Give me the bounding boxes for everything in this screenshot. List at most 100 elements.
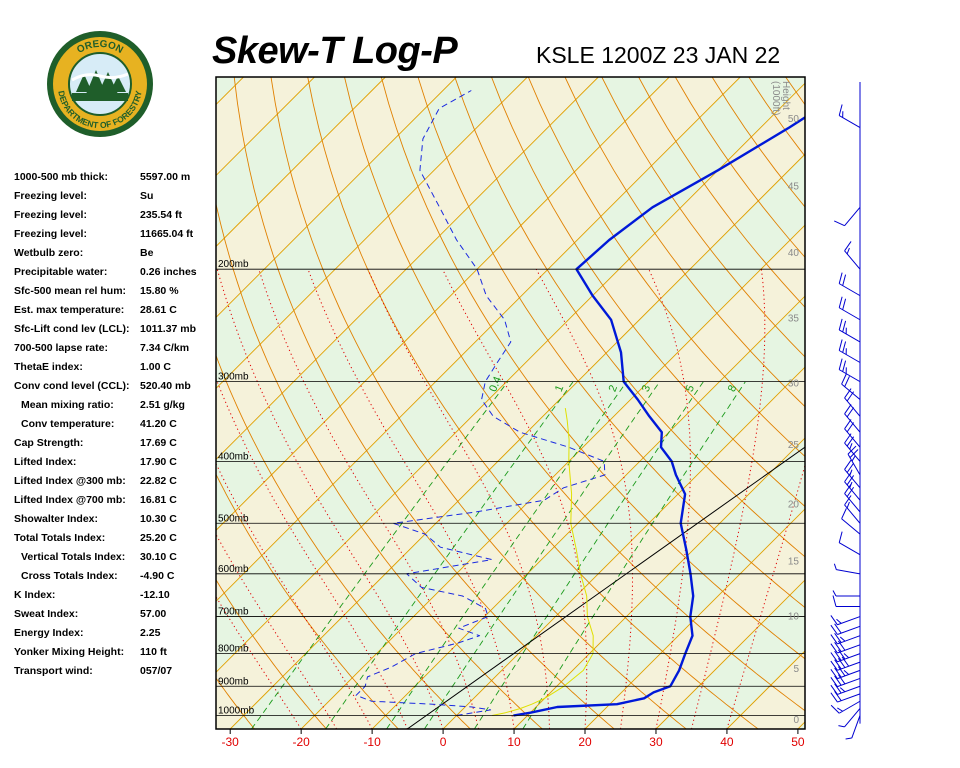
logo-top-text: OREGON xyxy=(75,39,125,56)
index-label: Transport wind: xyxy=(14,665,93,677)
wind-barb-feather xyxy=(842,360,847,372)
wind-barb-feather xyxy=(844,376,850,387)
height-tick-label: 20 xyxy=(788,500,800,511)
wind-barb-staff xyxy=(844,708,861,728)
index-value: 7.34 C/km xyxy=(140,342,190,354)
temperature-tick-label: -10 xyxy=(363,735,381,749)
svg-text:OREGON: OREGON xyxy=(75,39,125,56)
wind-barb-feather xyxy=(830,660,838,671)
index-value: 2.25 xyxy=(140,627,161,639)
mixing-ratio-label: 8 xyxy=(726,383,739,393)
index-label: 700-500 lapse rate: xyxy=(14,342,108,354)
wind-barb-feather xyxy=(849,469,853,476)
dry-adiabat-line xyxy=(601,77,805,358)
oregon-forestry-logo: OREGON DEPARTMENT OF FORESTRY xyxy=(46,30,154,138)
wind-barb xyxy=(832,595,860,607)
wind-barb-feather xyxy=(830,669,838,679)
wind-barb xyxy=(845,715,861,740)
wind-barb-feather xyxy=(830,704,840,714)
index-row: Sfc-Lift cond lev (LCL): 1011.37 mb xyxy=(14,320,214,339)
index-value: 28.61 C xyxy=(140,304,177,316)
wind-barb xyxy=(832,590,860,597)
wind-barb-feather xyxy=(841,508,847,519)
index-row: Sfc-500 mean rel hum: 15.80 % xyxy=(14,282,214,301)
isotherm-line xyxy=(442,366,805,729)
index-label: Vertical Totals Index: xyxy=(21,551,126,563)
wind-barb-feather xyxy=(836,618,842,624)
wind-barb-staff xyxy=(847,453,861,476)
wind-barb-feather xyxy=(834,220,845,227)
wind-barb xyxy=(838,296,861,321)
index-value: 5597.00 m xyxy=(140,171,191,183)
index-value: 15.80 % xyxy=(140,285,179,297)
dry-adiabat-line xyxy=(216,677,255,729)
wind-barb-feather xyxy=(851,455,856,462)
index-label: Sfc-500 mean rel hum: xyxy=(14,285,127,297)
index-value: 1.00 C xyxy=(140,361,171,373)
wind-barb xyxy=(830,649,861,663)
index-row: Showalter Index: 10.30 C xyxy=(14,510,214,529)
moist-adiabat-line xyxy=(216,269,444,729)
dewpoint-series xyxy=(355,90,606,716)
height-tick-label: 10 xyxy=(788,611,800,622)
index-row: K Index: -12.10 xyxy=(14,586,214,605)
index-row: Yonker Mixing Height: 110 ft xyxy=(14,643,214,662)
height-axis-unit: (1000ft) xyxy=(770,81,781,115)
index-label: 1000-500 mb thick: xyxy=(14,171,108,183)
index-label: Yonker Mixing Height: xyxy=(14,646,125,658)
mixing-ratio-label: 1 xyxy=(553,383,566,393)
wind-barb-feather xyxy=(842,298,847,310)
moist-adiabat-line xyxy=(367,268,550,729)
wind-barb-feather xyxy=(846,247,850,255)
wind-barb-feather xyxy=(834,683,842,694)
wind-barb-feather xyxy=(830,684,838,695)
wind-barb-feather xyxy=(837,649,846,660)
index-label: Cap Strength: xyxy=(14,437,84,449)
wind-barb-feather xyxy=(837,707,843,712)
dry-adiabat-line xyxy=(380,77,805,660)
index-value: 0.26 inches xyxy=(140,266,197,278)
temperature-tick-label: 50 xyxy=(791,735,805,749)
wind-barb-feather xyxy=(837,666,846,677)
pressure-label: 200mb xyxy=(218,259,249,270)
index-label: Mean mixing ratio: xyxy=(21,399,114,411)
index-value: 057/07 xyxy=(140,665,173,677)
index-value: Su xyxy=(140,190,154,202)
wind-barb-feather xyxy=(834,675,842,686)
wind-barb xyxy=(830,700,861,714)
dry-adiabat-line xyxy=(859,77,960,729)
wind-barb xyxy=(830,674,861,688)
index-row: Transport wind: 057/07 xyxy=(14,662,214,681)
wind-barb-feather xyxy=(830,652,838,663)
temperature-series xyxy=(513,116,805,717)
dry-adiabat-line xyxy=(822,77,960,729)
wind-barb-feather xyxy=(844,241,852,252)
wind-barb-feather xyxy=(842,320,847,333)
index-row: 1000-500 mb thick: 5597.00 m xyxy=(14,168,214,187)
isotherm-line xyxy=(216,77,457,319)
wind-barb-feather xyxy=(834,632,842,643)
temperature-tick-label: 30 xyxy=(649,735,663,749)
index-row: ThetaE index: 1.00 C xyxy=(14,358,214,377)
mixing-ratio-line xyxy=(325,381,574,729)
wind-barb-feather xyxy=(834,642,842,652)
wind-barb-feather xyxy=(838,531,843,543)
wind-barb-feather xyxy=(832,590,837,597)
wind-barb xyxy=(847,445,861,476)
wind-barb xyxy=(830,640,861,654)
pressure-label: 800mb xyxy=(218,644,249,655)
wind-barb-feather xyxy=(847,445,857,455)
index-value: 17.90 C xyxy=(140,456,177,468)
index-label: K Index: xyxy=(14,589,56,601)
wind-barb-feather xyxy=(849,443,853,450)
wind-barb xyxy=(830,623,861,635)
pressure-label: 500mb xyxy=(218,513,249,524)
temperature-tick-label: -30 xyxy=(222,735,240,749)
wind-barb-feather xyxy=(833,563,837,570)
isotherm-line xyxy=(216,77,670,531)
wind-barb-feather xyxy=(838,358,843,370)
dry-adiabat-line xyxy=(491,77,805,508)
wind-barb-feather xyxy=(834,691,842,701)
wind-barb-staff xyxy=(841,518,861,535)
index-row: Cap Strength: 17.69 C xyxy=(14,434,214,453)
